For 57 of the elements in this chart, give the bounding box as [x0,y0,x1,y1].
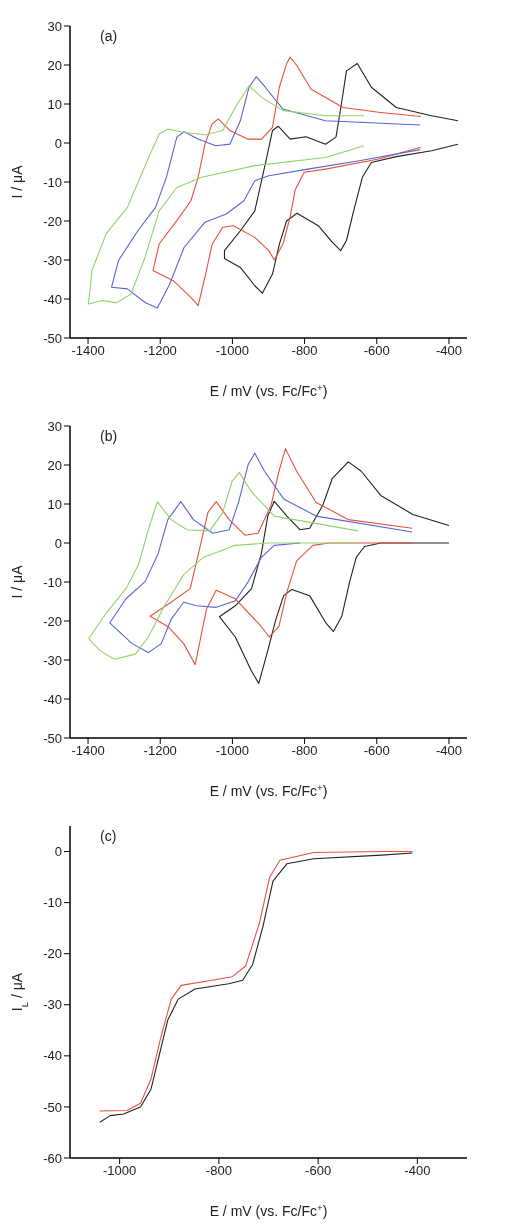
y-tick-label: -40 [43,691,62,707]
y-tick-label: 0 [54,535,62,551]
x-tick-label: -800 [205,1163,232,1179]
x-tick-label: -1200 [143,743,177,759]
x-axis-title: E / mV (vs. Fc/Fc$^{+}$) [209,1201,328,1219]
x-tick-label: -1400 [71,743,105,759]
x-tick-label: -400 [404,1163,431,1179]
line-series [218,461,450,684]
x-tick-label: -400 [435,743,462,759]
annotation: (c) [100,828,117,844]
line-series [109,452,413,654]
y-tick-label: -50 [43,730,62,746]
y-tick-label: -20 [43,613,62,629]
y-tick-label: -10 [43,895,62,911]
annotation: (a) [100,28,118,44]
line-series [223,62,459,294]
line-series [87,85,365,305]
x-tick-label: -800 [291,743,318,759]
x-tick-label: -1000 [103,1163,137,1179]
y-tick-label: -30 [43,997,62,1013]
y-tick-label: 20 [47,457,62,473]
y-tick-label: -20 [43,213,62,229]
y-tick-label: 30 [47,418,62,434]
x-tick-label: -400 [435,343,462,359]
y-tick-label: -40 [43,291,62,307]
x-tick-label: -600 [305,1163,332,1179]
y-tick-label: 0 [54,135,62,151]
y-tick-label: -10 [43,174,62,190]
x-tick-label: -1400 [71,343,105,359]
line-series [152,56,422,307]
x-axis-title: E / mV (vs. Fc/Fc$^{+}$) [209,381,328,399]
line-series [149,448,413,666]
x-tick-label: -1000 [215,343,250,359]
y-tick-label: -30 [43,652,62,668]
x-tick-label: -1200 [143,343,177,359]
y-tick-label: -40 [43,1048,62,1064]
y-tick-label: 10 [47,496,62,512]
x-axis-title: E / mV (vs. Fc/Fc$^{+}$) [209,781,328,799]
y-tick-label: -50 [43,1099,62,1115]
y-axis-title: I / μA [9,564,25,599]
x-tick-label: -600 [363,743,390,759]
y-tick-label: -30 [43,252,62,268]
y-tick-label: -60 [43,1150,62,1166]
y-tick-label: 10 [47,96,62,112]
y-tick-label: -20 [43,946,62,962]
x-tick-label: -800 [291,343,318,359]
y-tick-label: 0 [54,844,62,860]
line-series [88,471,359,660]
y-tick-label: -10 [43,574,62,590]
y-tick-label: 20 [47,57,62,73]
annotation: (b) [100,428,118,444]
y-tick-label: -50 [43,330,62,346]
line-series [110,76,421,309]
y-axis-title: I / μA [9,164,25,199]
x-tick-label: -600 [363,343,390,359]
y-tick-label: 30 [47,18,62,34]
x-tick-label: -1000 [215,743,250,759]
